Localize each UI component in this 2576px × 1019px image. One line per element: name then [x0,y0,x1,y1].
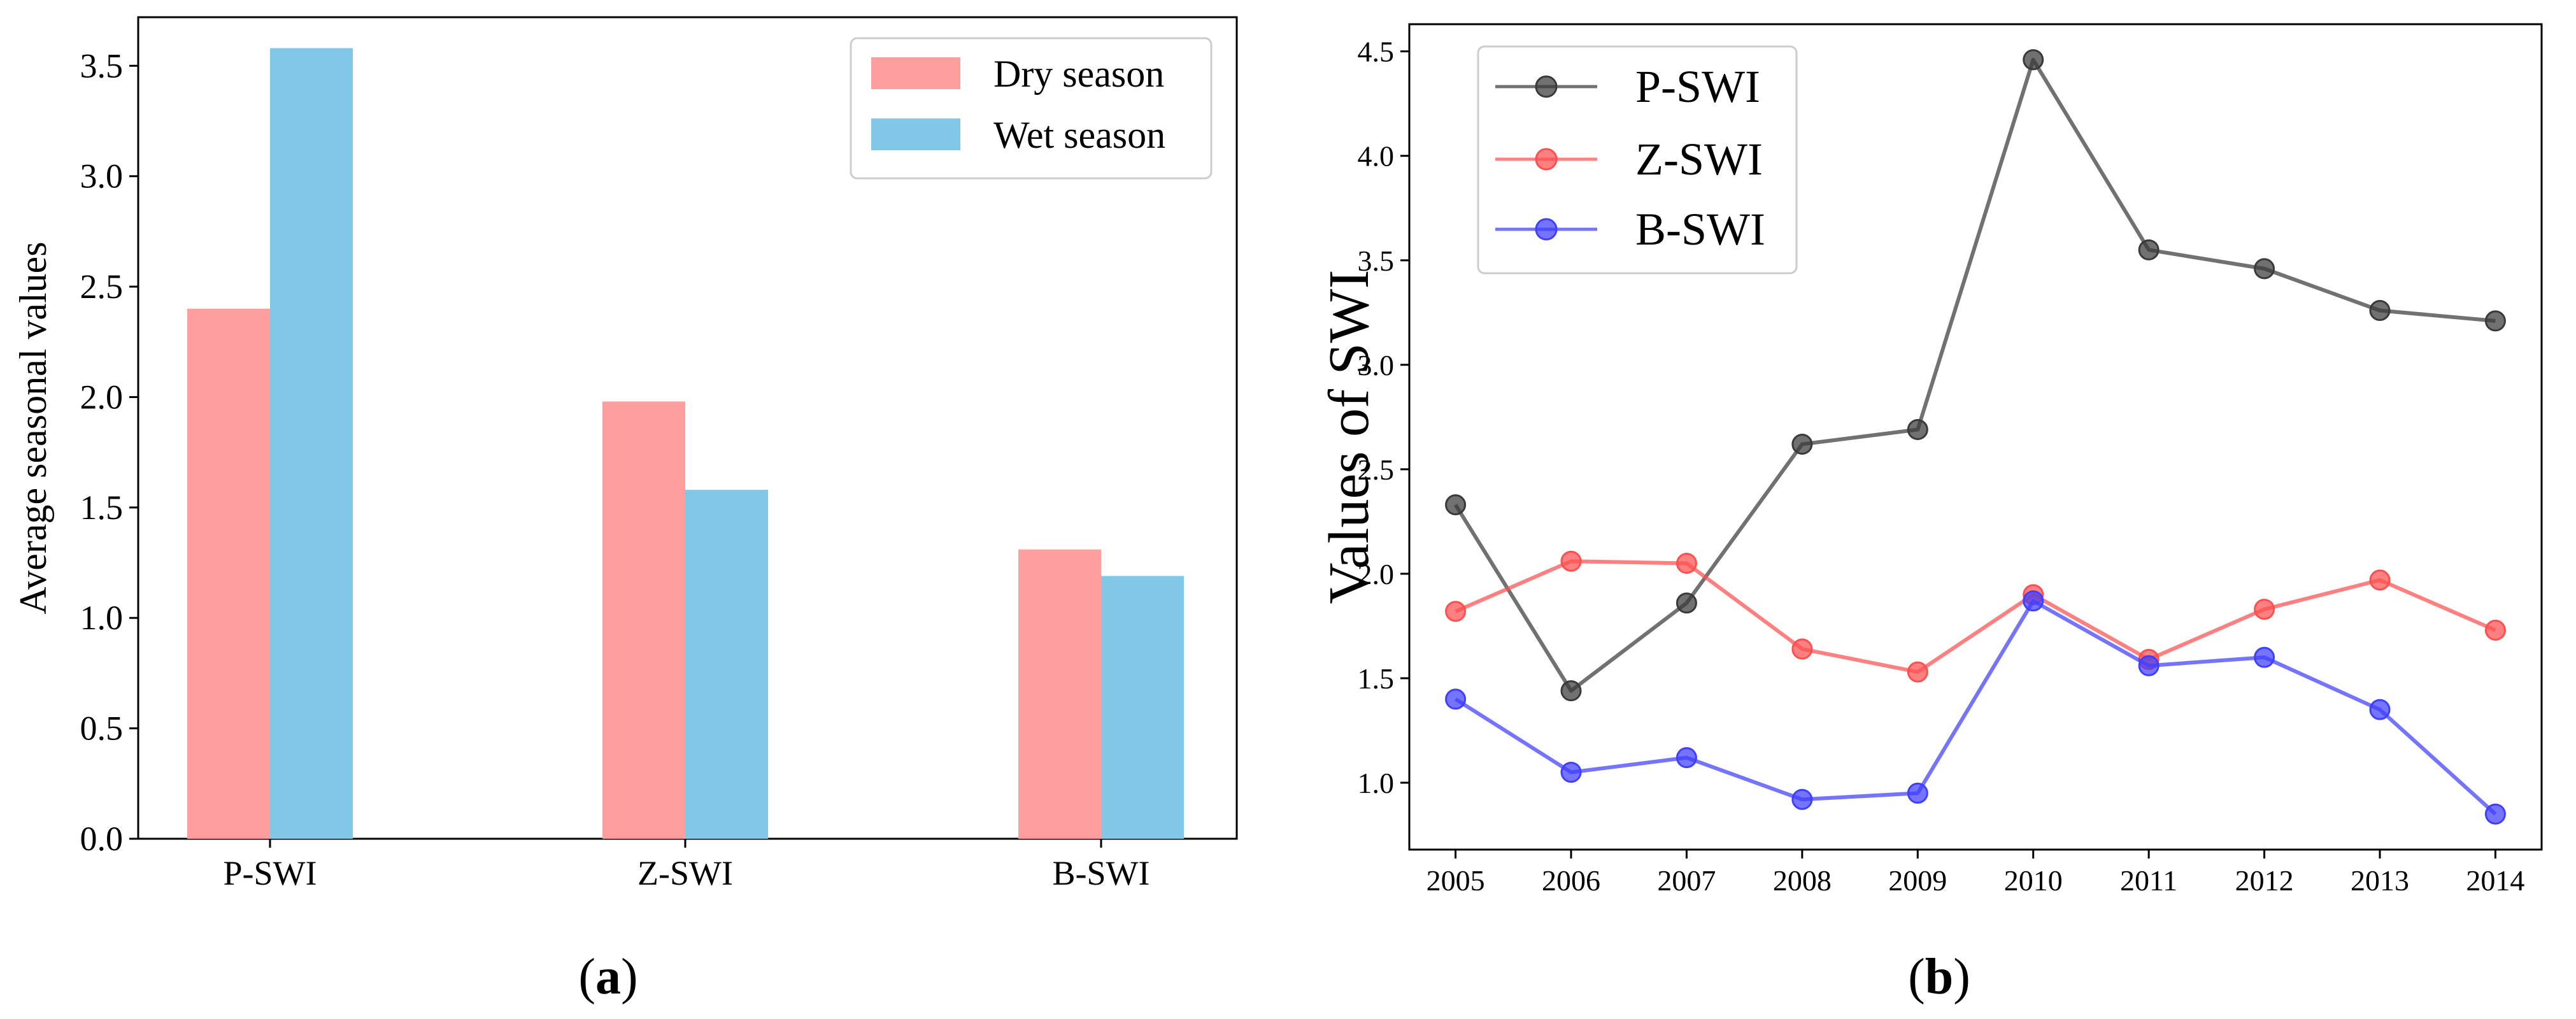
point-b-swi-2008 [1791,788,1813,810]
point-p-swi-2006 [1560,680,1582,702]
y-tick-label: 0.0 [80,820,124,858]
series-z-swi [1445,550,2506,683]
bar-dry-season-p-swi [187,308,270,839]
x-tick-label: P-SWI [224,854,317,892]
point-p-swi-2005 [1445,494,1467,516]
y-tick-label: 2.5 [80,267,124,306]
legend-entry-b-swi: B-SWI [1495,204,1765,255]
x-tick-label: 2005 [1427,864,1485,897]
x-tick-label: 2014 [2466,864,2524,897]
bar-chart-panel: 0.0 0.5 1.0 1.5 2.0 2.5 3.0 3.5 P-SWI Z-SWI B-SWI… [12,16,1238,1005]
y-tick-label: 3.0 [1358,349,1395,381]
bar-chart-bars [187,48,1184,839]
legend-label-z-swi: Z-SWI [1635,134,1763,185]
point-b-swi-2007 [1676,747,1697,769]
line-chart-y-axis-title: Values of SWI [1318,270,1381,604]
panel-label-a: (a) [578,949,637,1005]
legend-entry-z-swi: Z-SWI [1495,134,1763,185]
bar-wet-season-z-swi [685,490,768,839]
legend-label-wet-season: Wet season [993,114,1165,156]
legend-entry-p-swi: P-SWI [1495,61,1760,112]
point-z-swi-2007 [1676,553,1697,574]
bar-chart-x-ticks: P-SWI Z-SWI B-SWI [224,839,1150,892]
y-tick-label: 2.5 [1358,453,1395,486]
x-tick-label: 2011 [2120,864,2177,897]
line-chart-legend-box [1477,45,1798,274]
point-z-swi-2005 [1445,601,1467,622]
line-chart-x-ticks: 2005 2006 2007 2008 2009 2010 2011 2012 2013 2014 [1427,850,2524,897]
x-tick-label: 2006 [1542,864,1600,897]
bar-wet-season-p-swi [270,48,353,839]
y-tick-label: 4.0 [1358,140,1395,173]
legend-label-b-swi: B-SWI [1635,204,1765,255]
bar-chart-legend: Dry season Wet season [850,37,1213,180]
line-b-swi [1454,599,2497,816]
point-p-swi-2013 [2369,299,2391,321]
point-b-swi-2009 [1907,782,1928,804]
point-b-swi-2013 [2369,699,2391,720]
line-z-swi [1455,559,2496,674]
point-b-swi-2010 [2023,590,2044,612]
series-b-swi [1445,590,2506,825]
x-tick-label: 2009 [1888,864,1947,897]
y-tick-label: 3.0 [80,157,124,196]
point-b-swi-2014 [2484,803,2506,825]
point-p-swi-2012 [2254,258,2275,280]
bar-dry-season-b-swi [1018,549,1101,839]
line-p-swi [1454,57,2496,693]
y-tick-label: 1.5 [80,488,124,527]
x-tick-label: B-SWI [1053,854,1150,892]
line-chart-panel: 1.01.52.02.53.03.54.04.5 2005 2006 2007 200… [1318,23,2543,1005]
point-p-swi-2014 [2484,310,2506,332]
point-z-swi-2013 [2369,569,2391,591]
point-p-swi-2011 [2138,239,2160,260]
bar-dry-season-z-swi [602,401,685,839]
y-tick-label: 1.0 [1358,767,1395,799]
line-chart-y-ticks: 1.0 1.5 2.0 2.5 3.0 3.5 4.0 4.5 [1358,36,1409,799]
y-tick-label: 2.0 [1358,558,1395,590]
point-z-swi-2008 [1791,638,1813,660]
point-z-swi-2012 [2254,599,2275,620]
point-b-swi-2011 [2138,655,2160,676]
y-tick-label: 3.5 [1358,245,1395,277]
point-p-swi-2007 [1676,592,1697,614]
line-chart-series [1445,49,2506,825]
line-chart-plot-frame [1408,23,2543,851]
legend-label-p-swi: P-SWI [1635,61,1760,112]
legend-swatch-dry-season [871,57,960,89]
point-b-swi-2006 [1560,762,1582,783]
y-tick-label: 3.5 [80,46,124,85]
point-p-swi-2009 [1907,419,1928,441]
point-b-swi-2005 [1445,688,1467,710]
point-z-swi-2014 [2484,619,2506,641]
x-tick-label: 2007 [1657,864,1716,897]
x-tick-label: 2013 [2351,864,2409,897]
x-tick-label: Z-SWI [637,854,733,892]
series-p-swi [1445,49,2506,702]
y-tick-label: 1.0 [80,599,124,637]
point-z-swi-2009 [1907,661,1928,683]
y-tick-label: 1.5 [1358,662,1395,695]
point-z-swi-2006 [1560,550,1582,572]
bar-wet-season-b-swi [1101,576,1184,839]
bar-chart-y-axis-title: Average seasonal values [12,241,54,614]
point-p-swi-2008 [1791,433,1813,455]
line-chart-legend: P-SWI Z-SWI B-SWI [1477,45,1798,274]
legend-swatch-wet-season [871,118,960,150]
x-tick-label: 2010 [2004,864,2063,897]
y-tick-label: 2.0 [80,378,124,416]
y-tick-label: 0.5 [80,709,124,748]
legend-label-dry-season: Dry season [993,53,1164,95]
bar-chart-y-ticks: 0.0 0.5 1.0 1.5 2.0 2.5 3.0 3.5 [80,46,138,858]
panel-label-b: (b) [1908,949,1970,1005]
point-p-swi-2010 [2023,49,2044,71]
point-b-swi-2012 [2254,646,2275,668]
x-tick-label: 2012 [2235,864,2294,897]
x-tick-label: 2008 [1773,864,1832,897]
y-tick-label: 4.5 [1358,36,1395,68]
